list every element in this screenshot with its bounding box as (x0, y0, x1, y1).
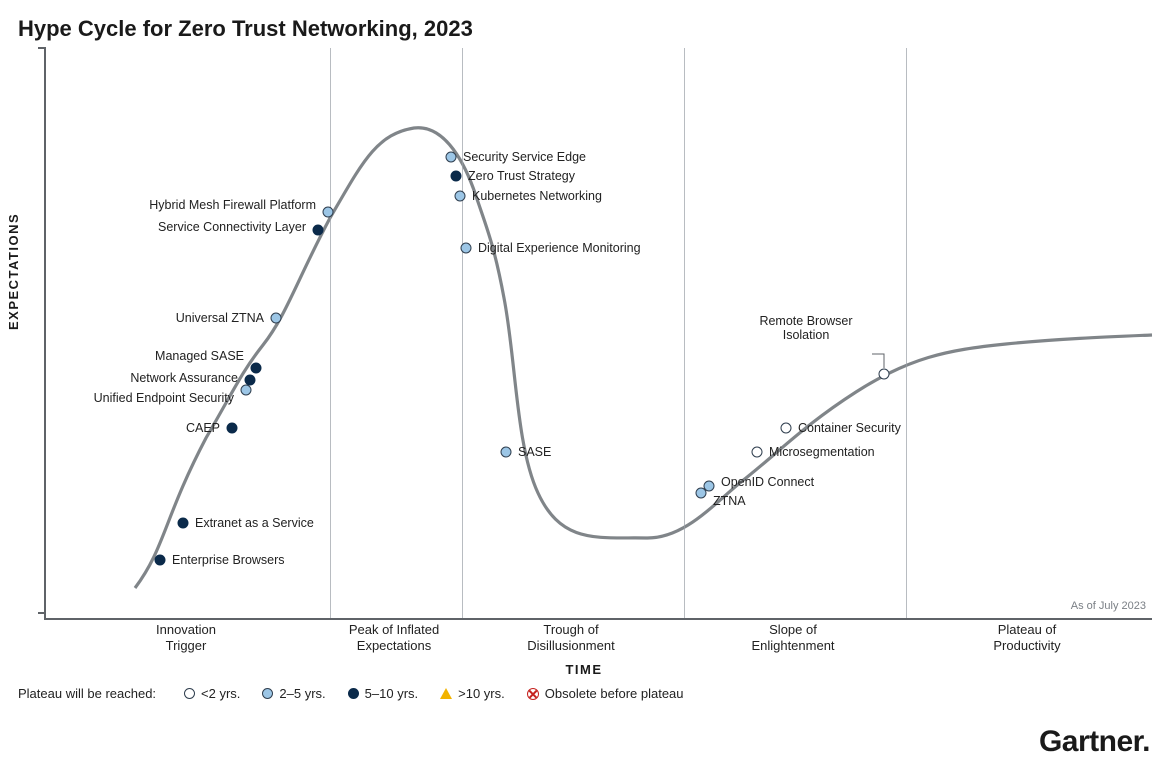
as-of-note: As of July 2023 (1071, 600, 1146, 612)
legend-lead: Plateau will be reached: (18, 686, 156, 701)
data-point (271, 313, 282, 324)
data-point (227, 423, 238, 434)
y-tick (38, 612, 46, 614)
data-point-label: Service Connectivity Layer (158, 220, 306, 234)
data-point-label: Kubernetes Networking (472, 189, 602, 203)
y-axis-label: EXPECTATIONS (6, 213, 21, 330)
phase-labels-row: InnovationTrigger Peak of InflatedExpecta… (44, 622, 1150, 658)
data-point (178, 518, 189, 529)
phase-divider (684, 48, 685, 618)
plot-area: As of July 2023 Enterprise Browsers Extra… (44, 48, 1152, 620)
data-point (752, 447, 763, 458)
phase-label: Plateau ofProductivity (937, 622, 1117, 655)
data-point (781, 423, 792, 434)
x-axis-label: TIME (0, 662, 1168, 677)
legend-swatch (440, 688, 452, 699)
data-point (501, 447, 512, 458)
phase-label: Trough ofDisillusionment (481, 622, 661, 655)
data-point-label: Digital Experience Monitoring (478, 241, 641, 255)
phase-divider (462, 48, 463, 618)
legend-label: <2 yrs. (201, 686, 240, 701)
chart-title: Hype Cycle for Zero Trust Networking, 20… (18, 16, 473, 42)
data-point-label: Unified Endpoint Security (94, 391, 234, 405)
callout-leader (872, 354, 884, 368)
data-point-label: Remote BrowserIsolation (741, 314, 871, 342)
phase-label: Slope ofEnlightenment (703, 622, 883, 655)
legend: Plateau will be reached: <2 yrs. 2–5 yrs.… (18, 686, 684, 701)
phase-label: Peak of InflatedExpectations (304, 622, 484, 655)
legend-swatch (184, 688, 195, 699)
data-point-label: Managed SASE (155, 349, 244, 363)
legend-item: >10 yrs. (440, 686, 505, 701)
data-point (251, 363, 262, 374)
data-point-label: CAEP (186, 421, 220, 435)
legend-swatch (527, 688, 539, 700)
data-point (241, 385, 252, 396)
legend-swatch (348, 688, 359, 699)
data-point-label: Container Security (798, 421, 901, 435)
data-point-label: Hybrid Mesh Firewall Platform (149, 198, 316, 212)
phase-divider (330, 48, 331, 618)
data-point-label: Enterprise Browsers (172, 553, 285, 567)
data-point (704, 481, 715, 492)
legend-label: 2–5 yrs. (279, 686, 325, 701)
legend-label: >10 yrs. (458, 686, 505, 701)
data-point-label: Zero Trust Strategy (468, 169, 575, 183)
data-point (451, 171, 462, 182)
legend-item: 2–5 yrs. (262, 686, 325, 701)
legend-label: Obsolete before plateau (545, 686, 684, 701)
brand-logo: Gartner. (1039, 725, 1150, 759)
legend-item: Obsolete before plateau (527, 686, 684, 701)
data-point (245, 375, 256, 386)
legend-item: <2 yrs. (184, 686, 240, 701)
hype-cycle-figure: Hype Cycle for Zero Trust Networking, 20… (0, 0, 1168, 771)
data-point-label: Network Assurance (130, 371, 238, 385)
data-point-label: Microsegmentation (769, 445, 875, 459)
data-point-label: OpenID Connect (721, 475, 814, 489)
data-point (313, 225, 324, 236)
legend-swatch (262, 688, 273, 699)
phase-label: InnovationTrigger (96, 622, 276, 655)
data-point-label: ZTNA (713, 494, 746, 508)
y-tick (38, 47, 46, 49)
legend-item: 5–10 yrs. (348, 686, 418, 701)
data-point (455, 191, 466, 202)
data-point (323, 207, 334, 218)
data-point-label: Universal ZTNA (176, 311, 264, 325)
data-point (446, 152, 457, 163)
data-point (461, 243, 472, 254)
data-point (879, 369, 890, 380)
phase-divider (906, 48, 907, 618)
data-point-label: Extranet as a Service (195, 516, 314, 530)
data-point (155, 555, 166, 566)
data-point-label: SASE (518, 445, 551, 459)
legend-label: 5–10 yrs. (365, 686, 418, 701)
plot-svg (46, 48, 1152, 618)
data-point-label: Security Service Edge (463, 150, 586, 164)
